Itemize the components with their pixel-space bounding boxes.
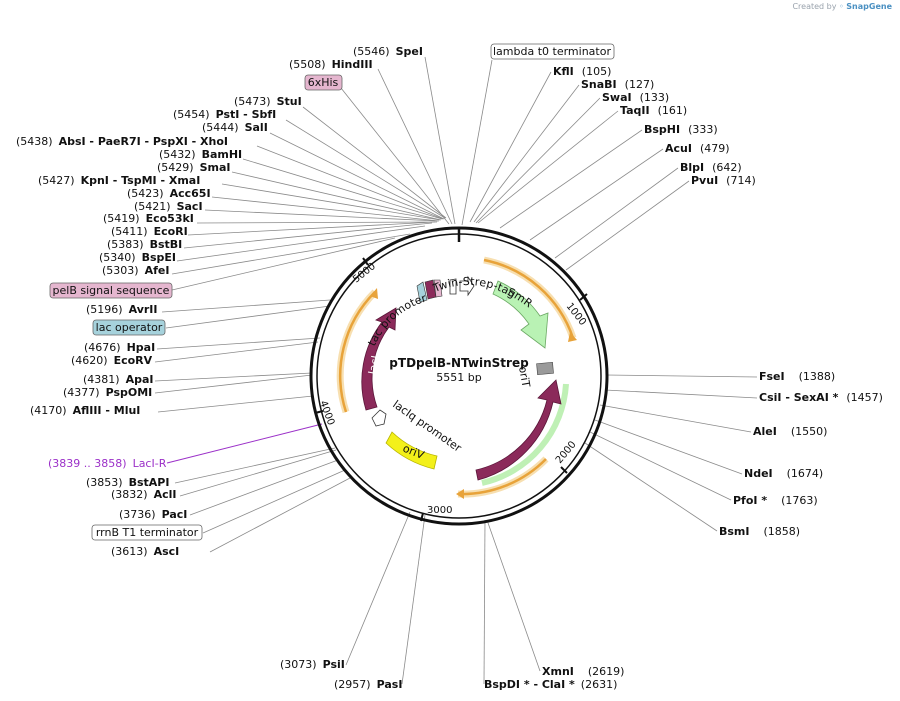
feature-trfA-arrow[interactable] — [475, 379, 562, 481]
trfA-halo — [481, 383, 569, 486]
leader-lines — [154, 56, 758, 685]
site-taqii[interactable]: TaqII (161) — [620, 104, 687, 117]
site-csii-sexai[interactable]: CsiI - SexAI * (1457) — [759, 391, 883, 404]
site-bsmi[interactable]: BsmI (1858) — [719, 525, 800, 538]
feature-box-rrnb-text: rrnB T1 terminator — [96, 526, 199, 539]
tick-label-3000: 3000 — [427, 505, 452, 516]
feature-pelB[interactable] — [433, 279, 443, 298]
site-ecorv[interactable]: (4620) EcoRV — [71, 354, 153, 367]
site-kpni-xmai[interactable]: (5427) KpnI - TspMI - XmaI — [38, 174, 200, 187]
site-bstapi[interactable]: (3853) BstAPI — [86, 476, 169, 489]
tick-label-5000: 5000 — [351, 261, 378, 285]
tick-label-2000: 2000 — [554, 439, 579, 466]
site-absi-xhoi[interactable]: (5438) AbsI - PaeR7I - PspXI - XhoI — [16, 135, 228, 148]
site-afliii-mlui[interactable]: (4170) AflIII - MluI — [30, 404, 140, 417]
left-sites: (5473) StuI (5454) PstI - SbfI (5444) SalI … — [16, 95, 302, 558]
feature-box-lambda-t0[interactable]: lambda t0 terminator — [490, 43, 615, 60]
feature-box-lambda-t0-text: lambda t0 terminator — [493, 45, 611, 58]
credit-brand: SnapGene — [846, 2, 892, 11]
site-bspdi-clai[interactable]: BspDI * - ClaI * (2631) — [484, 678, 617, 691]
feature-box-lac-operator-rect — [92, 319, 166, 336]
site-psii[interactable]: (3073) PsiI — [280, 658, 345, 671]
feature-tac-promoter-label: tac promoter — [365, 291, 428, 348]
site-kfli[interactable]: KflI (105) — [553, 65, 611, 78]
site-apai[interactable]: (4381) ApaI — [83, 373, 153, 386]
plasmid-name: pTDpelB-NTwinStrep — [389, 356, 529, 370]
feature-lacI-arrow[interactable] — [361, 307, 397, 411]
feature-box-lambda-t0-rect — [490, 43, 615, 60]
site-blpi[interactable]: BlpI (642) — [680, 161, 742, 174]
site-snabi[interactable]: SnaBI (127) — [581, 78, 654, 91]
plasmid-length: 5551 bp — [436, 371, 481, 384]
site-bamhi[interactable]: (5432) BamHI — [159, 148, 242, 161]
site-acc65i[interactable]: (5423) Acc65I — [127, 187, 211, 200]
feature-oriT-label: oriT — [516, 365, 533, 388]
feature-box-lac-operator-text: lac operator — [96, 321, 163, 334]
feature-twin-strep-label: Twin-Strep-tag — [430, 275, 518, 301]
site-ndei[interactable]: NdeI (1674) — [744, 467, 823, 480]
site-paci[interactable]: (3736) PacI — [119, 508, 187, 521]
site-sali[interactable]: (5444) SalI — [202, 121, 268, 134]
arc-orange-top-right — [483, 258, 575, 339]
site-saci[interactable]: (5421) SacI — [134, 200, 203, 213]
site-swai[interactable]: SwaI (133) — [602, 91, 669, 104]
site-avrii[interactable]: (5196) AvrII — [86, 303, 157, 316]
site-hindiii[interactable]: (5508) HindIII — [289, 58, 373, 71]
feature-lambda-t0-marker[interactable] — [449, 278, 457, 295]
site-pfoi[interactable]: PfoI * (1763) — [733, 494, 818, 507]
snapgene-credit: Created by ◦ SnapGene — [792, 2, 892, 11]
site-bstbi[interactable]: (5383) BstBI — [107, 238, 182, 251]
site-bsphi[interactable]: BspHI (333) — [644, 123, 718, 136]
site-afei[interactable]: (5303) AfeI — [102, 264, 169, 277]
scale-ticks — [314, 257, 588, 522]
feature-oriT[interactable] — [536, 361, 554, 375]
site-alei[interactable]: AleI (1550) — [753, 425, 827, 438]
site-asci[interactable]: (3613) AscI — [111, 545, 179, 558]
feature-box-pelb-text: pelB signal sequence — [53, 284, 170, 297]
site-bspei[interactable]: (5340) BspEI — [99, 251, 176, 264]
feature-box-rrnb[interactable]: rrnB T1 terminator — [91, 524, 203, 541]
site-stui[interactable]: (5473) StuI — [234, 95, 302, 108]
site-hpai[interactable]: (4676) HpaI — [84, 341, 155, 354]
arc-orange-left-head — [370, 288, 378, 299]
site-spei[interactable]: (5546) SpeI — [353, 45, 423, 58]
site-psti-sbfi[interactable]: (5454) PstI - SbfI — [173, 108, 276, 121]
feature-oriV[interactable] — [385, 431, 438, 470]
feature-twin-strep-arrow[interactable] — [459, 275, 475, 297]
feature-smr-arrow[interactable] — [492, 280, 549, 349]
site-pasi[interactable]: (2957) PasI — [334, 678, 402, 691]
arc-orange-bottom-head — [456, 489, 464, 499]
primer-lacI-r[interactable]: (3839 .. 3858) LacI-R — [48, 457, 167, 470]
site-eco53ki[interactable]: (5419) Eco53kI — [103, 212, 194, 225]
site-fsei[interactable]: FseI (1388) — [759, 370, 835, 383]
feature-box-lac-operator[interactable]: lac operator — [92, 319, 166, 336]
arc-orange-left — [339, 291, 376, 413]
arc-orange-top-right-head — [568, 332, 577, 342]
feature-laciq-promoter-arrow[interactable] — [371, 409, 387, 427]
site-xmni[interactable]: XmnI (2619) — [542, 665, 624, 678]
site-smai[interactable]: (5429) SmaI — [157, 161, 230, 174]
feature-box-6xhis-text: 6xHis — [308, 76, 339, 89]
site-acli[interactable]: (3832) AclI — [111, 488, 176, 501]
feature-box-6xhis-rect — [304, 74, 343, 91]
site-acui[interactable]: AcuI (479) — [665, 142, 730, 155]
site-pvui[interactable]: PvuI (714) — [691, 174, 756, 187]
arc-orange-bottom — [457, 458, 547, 496]
feature-box-6xhis[interactable]: 6xHis — [304, 74, 343, 91]
feature-lacI-label: lacI — [366, 354, 382, 375]
snapgene-logo-icon: ◦ — [839, 2, 844, 11]
feature-box-pelb-rect — [49, 282, 173, 299]
feature-box-pelb[interactable]: pelB signal sequence — [49, 282, 173, 299]
site-ecori[interactable]: (5411) EcoRI — [111, 225, 188, 238]
credit-prefix: Created by — [792, 2, 837, 11]
right-sites: KflI (105) SnaBI (127) SwaI (133) TaqII (161… — [553, 65, 883, 538]
feature-lac-operator[interactable] — [416, 281, 428, 303]
feature-box-rrnb-rect — [91, 524, 203, 541]
primer-line — [166, 423, 323, 464]
site-pspomi[interactable]: (4377) PspOMI — [63, 386, 152, 399]
